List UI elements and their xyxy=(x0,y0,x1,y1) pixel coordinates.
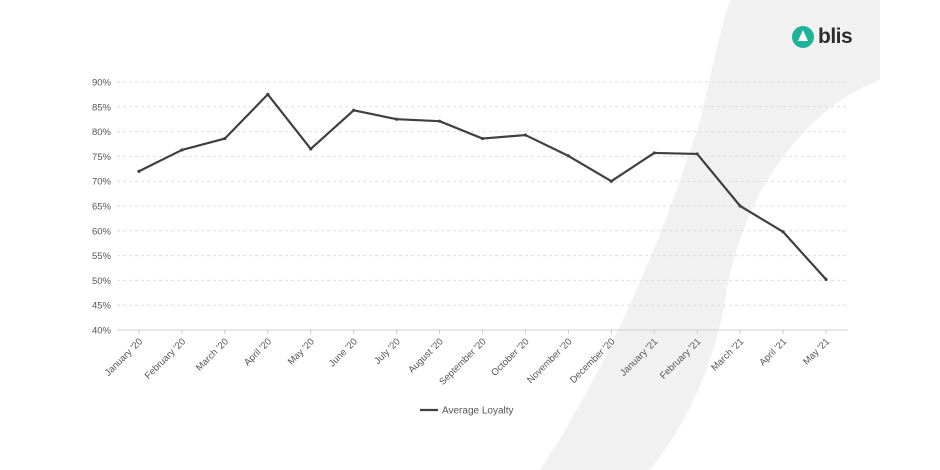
x-tick-label: June '20 xyxy=(327,336,360,369)
y-tick-label: 40% xyxy=(92,326,112,337)
data-point xyxy=(223,136,227,141)
data-point xyxy=(266,92,270,96)
blis-logo-icon xyxy=(792,26,814,48)
data-point xyxy=(437,119,442,123)
y-tick-label: 75% xyxy=(92,152,112,163)
x-tick-label: July '20 xyxy=(372,336,402,366)
data-point xyxy=(137,169,141,173)
y-tick-label: 85% xyxy=(92,102,112,113)
y-tick-label: 60% xyxy=(92,226,112,237)
y-tick-label: 70% xyxy=(92,177,112,188)
x-tick-label: April '20 xyxy=(242,336,274,368)
data-point xyxy=(824,277,828,282)
blis-logo-text: blis xyxy=(818,25,853,48)
y-tick-label: 80% xyxy=(92,127,112,138)
data-point xyxy=(695,152,699,156)
data-point xyxy=(352,108,356,112)
x-tick-label: August '20 xyxy=(406,336,445,375)
data-point xyxy=(781,230,785,234)
x-tick-label: April '21 xyxy=(757,336,789,368)
background-swoosh xyxy=(540,0,880,470)
data-point xyxy=(480,136,485,141)
data-point xyxy=(180,148,184,152)
data-point xyxy=(309,147,313,151)
y-tick-label: 90% xyxy=(92,78,112,89)
x-tick-label: January '20 xyxy=(103,336,145,378)
y-tick-label: 45% xyxy=(92,301,112,312)
legend-label: Average Loyalty xyxy=(442,406,514,417)
data-point xyxy=(523,133,528,137)
x-tick-label: May '21 xyxy=(801,336,832,367)
y-tick-label: 50% xyxy=(92,276,112,287)
data-point xyxy=(652,151,656,155)
data-point xyxy=(738,204,742,208)
data-point xyxy=(566,154,570,158)
y-tick-label: 65% xyxy=(92,202,112,213)
data-point xyxy=(609,179,613,183)
x-tick-label: October '20 xyxy=(489,336,531,378)
data-point xyxy=(395,117,399,121)
y-tick-label: 55% xyxy=(92,251,112,262)
blis-logo: blis xyxy=(792,25,853,49)
x-tick-label: February '20 xyxy=(143,336,188,381)
x-tick-label: May '20 xyxy=(286,336,317,367)
x-tick-label: March '20 xyxy=(194,336,231,373)
